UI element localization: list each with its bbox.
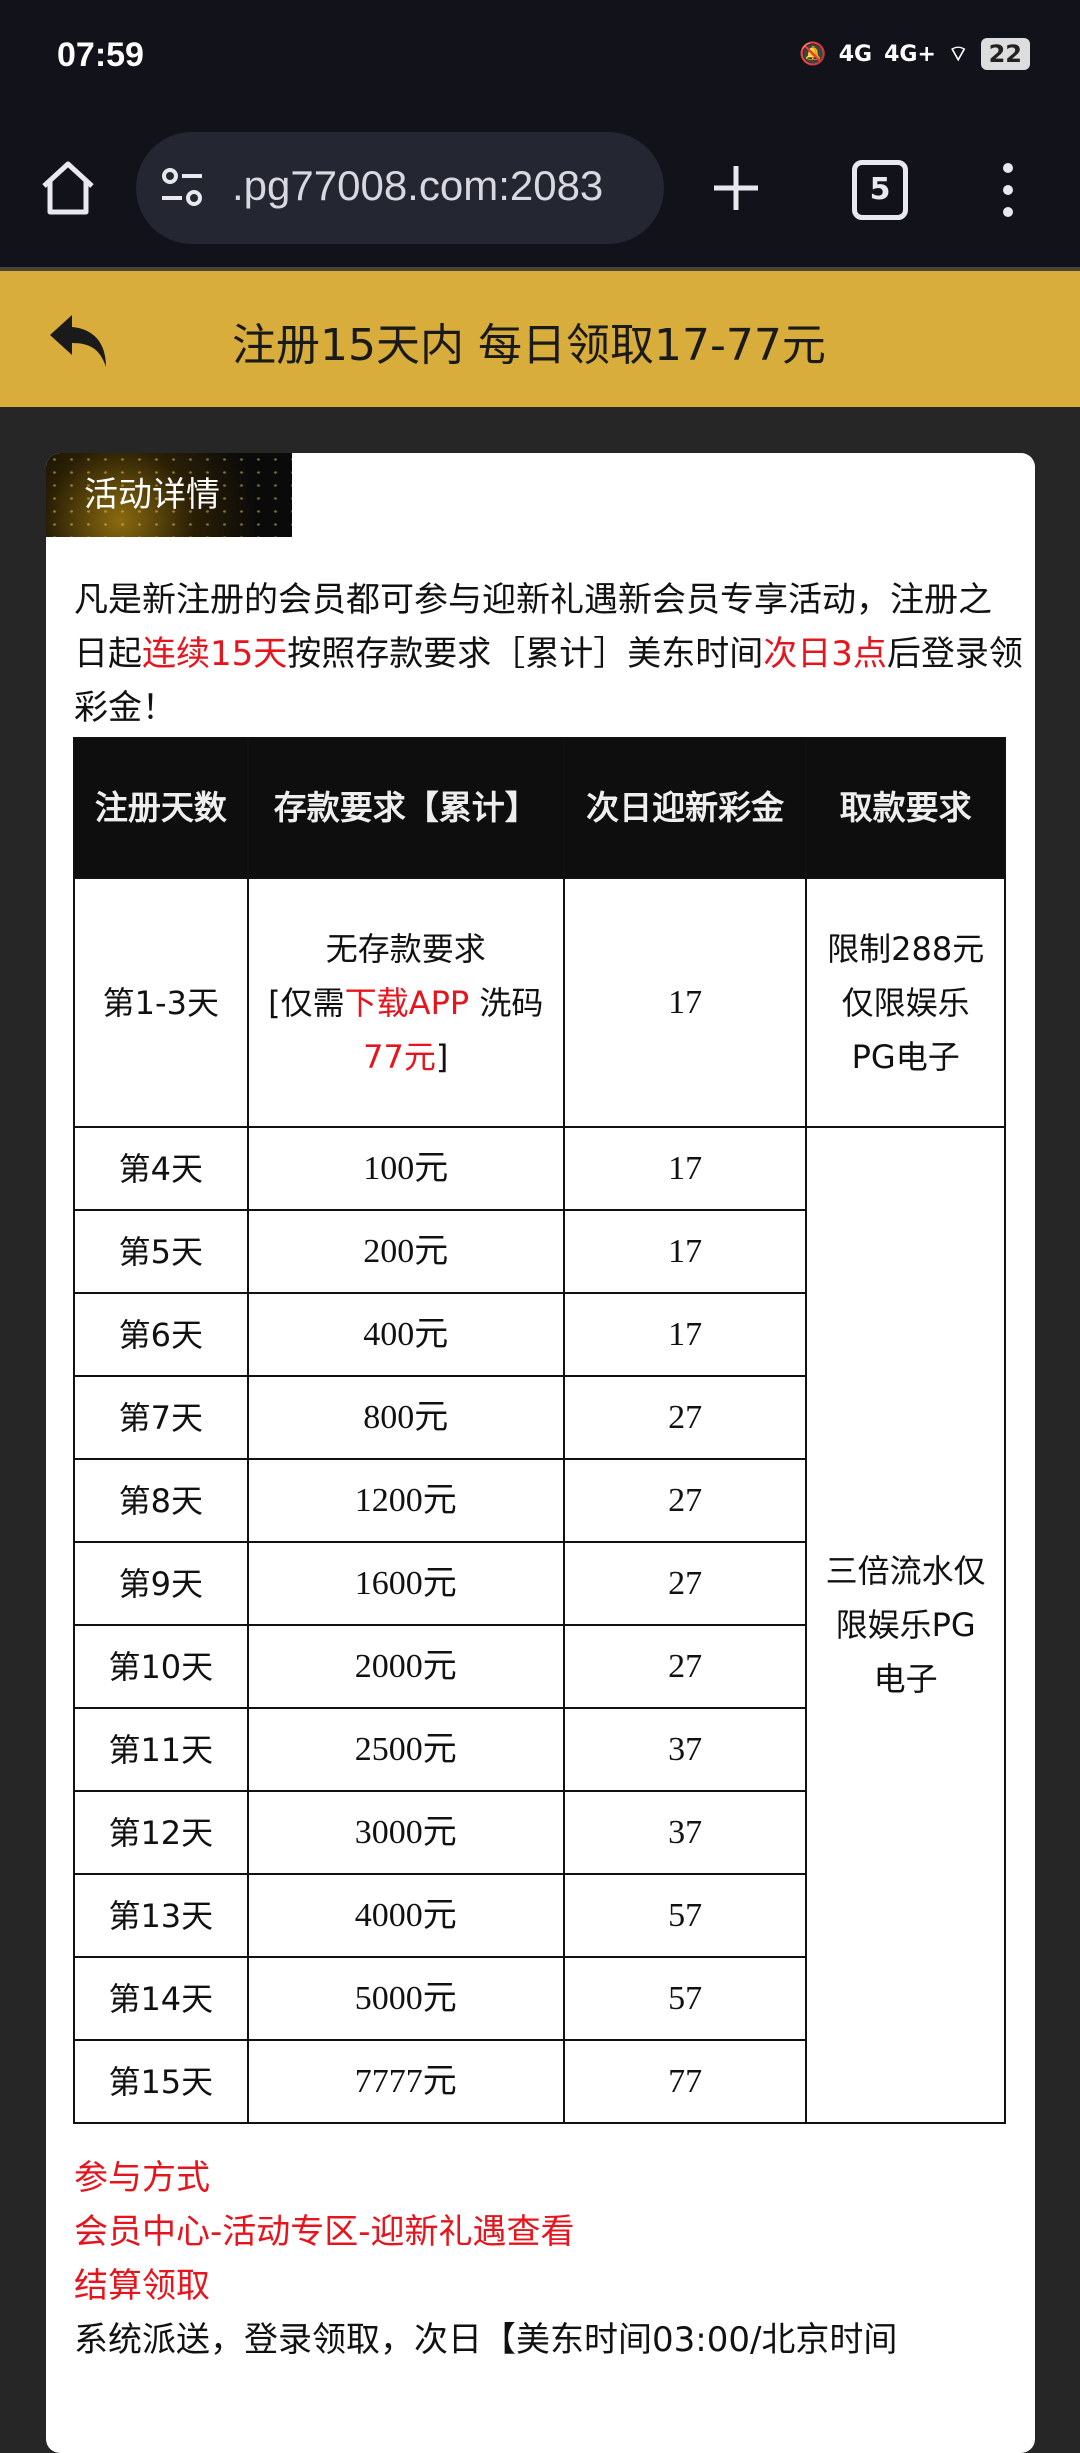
header-withdraw: 取款要求	[805, 737, 1006, 879]
cell-bonus: 17	[562, 1209, 808, 1294]
table-row: 第10天 2000元 27	[73, 1624, 1005, 1709]
cell-withdraw: 限制288元仅限娱乐PG电子	[805, 877, 1006, 1128]
cell-bonus: 17	[562, 1126, 808, 1211]
cell-day: 第5天	[73, 1209, 249, 1294]
header-bonus: 次日迎新彩金	[562, 737, 808, 879]
how-to-join-path: 会员中心-活动专区-迎新礼遇查看	[74, 2212, 575, 2252]
table-row: 第1-3天 无存款要求 [仅需下载APP 洗码 77元] 17 限制288元仅限娱…	[73, 877, 1006, 1128]
status-icons: 🔕 4G 4G+ ⌔ 22	[799, 38, 1030, 70]
how-to-join-title: 参与方式	[74, 2158, 210, 2198]
cell-day: 第15天	[73, 2039, 249, 2124]
cell-bonus: 17	[562, 1292, 808, 1377]
cell-bonus: 57	[562, 1956, 808, 2041]
badge-label: 活动详情	[84, 475, 220, 515]
header-days: 注册天数	[73, 737, 249, 879]
cell-day: 第12天	[73, 1790, 249, 1875]
cell-day: 第9天	[73, 1541, 249, 1626]
status-bar: 07:59 🔕 4G 4G+ ⌔ 22	[0, 0, 1080, 120]
wifi-icon: ⌔	[947, 42, 969, 67]
deposit-text: 洗码	[479, 983, 544, 1022]
table-row: 第9天 1600元 27	[73, 1541, 1005, 1626]
cell-deposit: 5000元	[246, 1956, 565, 2041]
back-arrow-icon[interactable]	[46, 309, 112, 375]
cell-deposit: 7777元	[246, 2039, 565, 2124]
table-row: 第14天 5000元 57	[73, 1956, 1005, 2041]
cell-deposit: 1600元	[246, 1541, 565, 1626]
deposit-text: 无存款要求	[325, 929, 486, 968]
signal-icon: 4G	[838, 41, 873, 67]
cell-day: 第14天	[73, 1956, 249, 2041]
intro-part: 按照存款要求［累计］美东时间	[287, 634, 764, 674]
cell-bonus: 27	[562, 1541, 808, 1626]
tab-switcher-button[interactable]: 5	[852, 160, 908, 220]
home-icon[interactable]	[38, 158, 98, 218]
cell-deposit: 2000元	[246, 1624, 565, 1709]
cell-day: 第11天	[73, 1707, 249, 1792]
cell-bonus: 17	[562, 877, 808, 1128]
mute-bell-icon: 🔕	[799, 41, 827, 67]
cell-deposit: 200元	[246, 1209, 565, 1294]
cell-bonus: 27	[562, 1458, 808, 1543]
intro-highlight: 连续15天	[142, 634, 288, 674]
table-row: 第12天 3000元 37	[73, 1790, 1005, 1875]
deposit-highlight: 下载APP	[344, 983, 470, 1022]
cell-day: 第10天	[73, 1624, 249, 1709]
table-row: 第11天 2500元 37	[73, 1707, 1005, 1792]
cell-deposit: 2500元	[246, 1707, 565, 1792]
cell-deposit: 100元	[246, 1126, 565, 1211]
cell-bonus: 37	[562, 1707, 808, 1792]
header-deposit: 存款要求【累计】	[246, 737, 565, 879]
table-row: 第8天 1200元 27	[73, 1458, 1005, 1543]
intro-part: 后登录领彩金！	[74, 634, 1023, 728]
cell-withdraw-merged: 三倍流水仅限娱乐PG电子	[805, 1126, 1006, 2124]
deposit-text: [仅需	[268, 983, 345, 1022]
cell-bonus: 57	[562, 1873, 808, 1958]
table-row: 第4天 100元 17 三倍流水仅限娱乐PG电子	[73, 1126, 1006, 2124]
cell-day: 第1-3天	[73, 877, 249, 1128]
intro-highlight: 次日3点	[763, 634, 887, 674]
intro-text: 凡是新注册的会员都可参与迎新礼遇新会员专享活动，注册之日起连续15天按照存款要求…	[74, 573, 1024, 735]
cell-bonus: 77	[562, 2039, 808, 2124]
cell-deposit: 无存款要求 [仅需下载APP 洗码 77元]	[246, 877, 565, 1128]
signal-icon: 4G+	[884, 41, 936, 67]
cell-day: 第8天	[73, 1458, 249, 1543]
cell-day: 第7天	[73, 1375, 249, 1460]
page-header: 注册15天内 每日领取17-77元	[0, 271, 1080, 407]
cell-bonus: 37	[562, 1790, 808, 1875]
settlement-text: 系统派送，登录领取，次日【美东时间03:00/北京时间	[74, 2320, 898, 2360]
cell-day: 第4天	[73, 1126, 249, 1211]
intro-part: 凡是新注册的会员都可参与迎新礼遇新会员专享活动，注册之日起	[74, 580, 992, 674]
clock: 07:59	[57, 36, 144, 74]
cell-bonus: 27	[562, 1624, 808, 1709]
bonus-table: 注册天数 存款要求【累计】 次日迎新彩金 取款要求 第1-3天 无存款要求 [仅…	[73, 737, 1006, 2124]
cell-deposit: 1200元	[246, 1458, 565, 1543]
settlement-title: 结算领取	[74, 2266, 210, 2306]
deposit-text: ]	[435, 1037, 449, 1076]
url-text[interactable]: .pg77008.com:2083	[232, 162, 604, 209]
cell-bonus: 27	[562, 1375, 808, 1460]
cell-deposit: 800元	[246, 1375, 565, 1460]
notes: 参与方式 会员中心-活动专区-迎新礼遇查看 结算领取 系统派送，登录领取，次日【…	[74, 2151, 1024, 2367]
table-header-row: 注册天数 存款要求【累计】 次日迎新彩金 取款要求	[73, 737, 1006, 879]
cell-day: 第13天	[73, 1873, 249, 1958]
activity-card: 活动详情 凡是新注册的会员都可参与迎新礼遇新会员专享活动，注册之日起连续15天按…	[46, 453, 1035, 2453]
cell-deposit: 400元	[246, 1292, 565, 1377]
browser-toolbar: .pg77008.com:2083 5	[0, 120, 1080, 271]
page-title: 注册15天内 每日领取17-77元	[232, 320, 826, 371]
cell-day: 第6天	[73, 1292, 249, 1377]
battery-icon: 22	[980, 38, 1030, 70]
table-row: 第5天 200元 17	[73, 1209, 1005, 1294]
cell-deposit: 3000元	[246, 1790, 565, 1875]
deposit-highlight: 77元	[363, 1037, 436, 1076]
table-row: 第13天 4000元 57	[73, 1873, 1005, 1958]
more-menu-icon[interactable]	[998, 162, 1018, 218]
table-row: 第15天 7777元 77	[73, 2039, 1005, 2124]
activity-details-badge: 活动详情	[46, 453, 292, 537]
site-settings-icon[interactable]	[158, 164, 206, 212]
cell-deposit: 4000元	[246, 1873, 565, 1958]
table-row: 第6天 400元 17	[73, 1292, 1005, 1377]
table-row: 第7天 800元 27	[73, 1375, 1005, 1460]
address-bar[interactable]: .pg77008.com:2083	[136, 132, 664, 244]
new-tab-icon[interactable]	[710, 162, 762, 214]
